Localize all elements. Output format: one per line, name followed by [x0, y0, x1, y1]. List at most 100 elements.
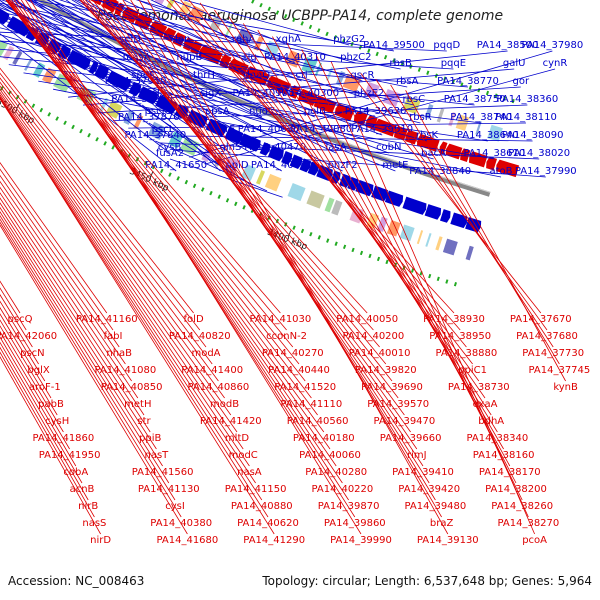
genome-backbone-highlight [44, 0, 491, 193]
forward-label-leader [158, 142, 540, 160]
reverse-label-leader [345, 67, 542, 314]
reverse-gene-label: PA14_38170 [479, 467, 541, 478]
reverse-gene-label: PA14_40280 [305, 467, 367, 478]
forward-gene-label: PA14_38750 [444, 94, 506, 105]
forward-gene-label: dnaQ [243, 70, 270, 81]
forward-gene-label: gor [513, 76, 530, 87]
reverse-gene-label: PA14_41150 [225, 484, 287, 495]
reverse-cog-feature [335, 70, 346, 86]
forward-gene-label: PA14_37900 [111, 94, 173, 105]
reverse-label-leader [301, 49, 523, 501]
reverse-label-leader [0, 88, 225, 399]
reverse-gene-label: PA14_37670 [510, 314, 572, 325]
reverse-gene-label: PA14_38880 [436, 348, 498, 359]
reverse-cog-feature [325, 67, 334, 81]
forward-cog-feature [256, 170, 266, 185]
forward-cog-feature [366, 212, 379, 229]
reverse-label-leader [0, 174, 120, 348]
reverse-cog-feature [187, 5, 205, 24]
reverse-gene-label: PA14_40820 [169, 331, 231, 342]
forward-gene-label: PA14_38110 [495, 112, 557, 123]
reverse-label-leader [330, 61, 535, 535]
reverse-gene-label: PA14_39660 [380, 433, 442, 444]
forward-label-leader [26, 0, 269, 136]
forward-gene-label: metE [382, 160, 408, 171]
reverse-gene-arrow [374, 118, 397, 137]
forward-label-leader [0, 4, 283, 172]
forward-gene-label: bacA [421, 148, 446, 159]
reverse-gene-label: rimJ [407, 450, 427, 461]
forward-gene-label: tig [244, 52, 257, 63]
reverse-label-leader [115, 0, 424, 467]
forward-gene-arrow [299, 158, 311, 173]
reverse-label-leader [0, 224, 188, 535]
forward-gene-label: atoB [489, 166, 512, 177]
reverse-gene-label: PA14_38930 [423, 314, 485, 325]
reverse-gene-arrow [496, 159, 520, 178]
reverse-gene-label: str [137, 416, 151, 427]
forward-gene-label: galU [503, 58, 526, 69]
forward-gene-arrow [259, 142, 271, 156]
reverse-gene-label: PA14_40050 [336, 314, 398, 325]
reverse-gene-label: PA14_38950 [429, 331, 491, 342]
forward-label-leader [155, 140, 268, 192]
reverse-label-leader [102, 0, 411, 433]
forward-label-leader [68, 50, 508, 98]
forward-gene-arrow [384, 190, 404, 207]
forward-cog-feature [12, 50, 23, 65]
forward-label-leader [0, 22, 170, 154]
reverse-gene-arrow [460, 148, 471, 162]
reverse-gene-label: PA14_38730 [448, 382, 510, 393]
forward-label-leader [50, 0, 315, 118]
reverse-label-leader [0, 96, 244, 450]
reverse-label-leader [0, 180, 126, 365]
forward-cog-feature [105, 100, 123, 119]
reverse-gene-label: PA14_40180 [293, 433, 355, 444]
reverse-gene-label: nirD [90, 535, 111, 546]
reverse-label-leader [228, 16, 492, 416]
reverse-gene-label: PA14_41290 [243, 535, 305, 546]
reverse-label-leader [242, 23, 498, 433]
forward-gene-label: selD [119, 34, 141, 45]
forward-label-leader [0, 33, 177, 172]
gc-dot-ring [245, 0, 519, 105]
forward-gene-label: PA14_37910 [105, 76, 167, 87]
reverse-label-leader [0, 168, 114, 331]
forward-cog-feature [264, 173, 282, 192]
reverse-label-leader [92, 0, 399, 399]
reverse-gene-label: nhaB [106, 348, 132, 359]
reverse-label-leader [7, 0, 287, 331]
forward-gene-label: PA14_40310 [264, 52, 326, 63]
forward-label-leader [98, 86, 521, 114]
forward-gene-label: PA14_37870 [118, 112, 180, 123]
forward-gene-arrow [88, 61, 99, 75]
forward-gene-arrow [355, 179, 374, 197]
reverse-gene-label: fabI [104, 331, 123, 342]
reverse-gene-arrow [486, 156, 498, 171]
forward-gene-arrow [289, 154, 303, 169]
reverse-gene-label: PA14_41110 [281, 399, 343, 410]
reverse-label-leader [0, 197, 145, 416]
reverse-gene-arrow [439, 141, 448, 155]
reverse-label-leader [0, 97, 269, 518]
forward-label-leader [82, 68, 515, 106]
reverse-cog-feature [436, 108, 445, 123]
forward-cog-feature [241, 163, 257, 181]
forward-gene-label: PA14_40430 [251, 160, 313, 171]
forward-label-leader [173, 149, 546, 178]
reverse-label-leader [0, 72, 201, 331]
forward-label-leader [1, 0, 383, 136]
forward-cog-feature [42, 67, 57, 84]
forward-label-leader [143, 135, 533, 142]
forward-gene-label: rbsB [389, 58, 412, 69]
reverse-label-leader [0, 215, 170, 484]
reverse-cog-feature [475, 120, 482, 135]
reverse-label-leader [29, 0, 362, 535]
reverse-gene-label: ppiC1 [458, 365, 487, 376]
reverse-gene-label: PA14_40860 [188, 382, 250, 393]
forward-gene-label: cti [295, 70, 307, 81]
reverse-label-leader [130, 0, 436, 501]
forward-gene-label: PA14_39500 [363, 40, 425, 51]
reverse-gene-label: PA14_39570 [367, 399, 429, 410]
forward-label-leader [53, 88, 502, 178]
